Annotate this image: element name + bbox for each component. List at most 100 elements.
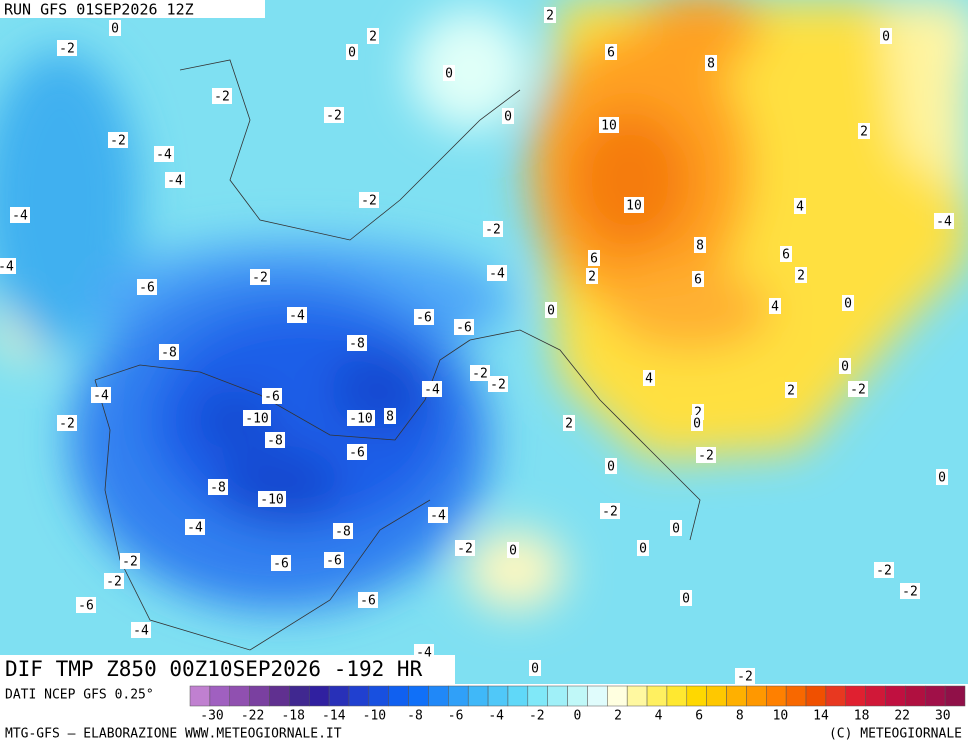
label-box <box>243 410 271 426</box>
legend-tick-label: -4 <box>488 709 504 724</box>
contour-label: -8 <box>210 481 226 496</box>
label-box <box>414 309 434 325</box>
legend-swatch <box>388 685 409 707</box>
label-box <box>544 7 556 23</box>
contour-label: -4 <box>133 624 149 639</box>
contour-label: 2 <box>565 417 573 432</box>
label-box <box>545 302 557 318</box>
contour-label: -2 <box>326 109 342 124</box>
contour-label: -2 <box>361 194 377 209</box>
contour-label: -6 <box>349 446 365 461</box>
footer-left: MTG-GFS — ELABORAZIONE WWW.METEOGIORNALE… <box>5 727 342 742</box>
label-box <box>605 44 617 60</box>
contour-label: -4 <box>289 309 305 324</box>
run-label: RUN GFS 01SEP2026 12Z <box>4 1 194 19</box>
label-box <box>271 555 291 571</box>
label-box <box>769 298 781 314</box>
contour-label: -6 <box>416 311 432 326</box>
legend-swatch <box>666 685 688 707</box>
legend-tick-label: -30 <box>200 709 223 724</box>
contour-label: -8 <box>267 434 283 449</box>
label-box <box>842 295 854 311</box>
legend-swatch <box>289 685 310 707</box>
contour-label: -4 <box>12 209 28 224</box>
contour-label: 0 <box>111 22 119 37</box>
contour-label: -6 <box>139 281 155 296</box>
contour-label: -2 <box>902 585 918 600</box>
footer-right: (C) METEOGIORNALE <box>829 727 962 742</box>
contour-label: -4 <box>187 521 203 536</box>
label-box <box>488 376 508 392</box>
contour-label: 0 <box>504 110 512 125</box>
contour-label: 4 <box>771 300 779 315</box>
label-box <box>795 267 807 283</box>
label-box <box>165 172 185 188</box>
label-box <box>422 381 442 397</box>
label-box <box>104 573 124 589</box>
contour-label: -6 <box>456 321 472 336</box>
legend-swatch <box>925 685 946 707</box>
label-box <box>934 213 954 229</box>
contour-label: 0 <box>639 542 647 557</box>
contour-label: 6 <box>590 252 598 267</box>
contour-label: 0 <box>607 460 615 475</box>
legend-swatch <box>487 685 509 707</box>
label-box <box>262 388 282 404</box>
label-box <box>367 28 379 44</box>
legend-swatch <box>885 685 906 707</box>
contour-label: -8 <box>335 525 351 540</box>
title-box <box>0 655 455 684</box>
legend-swatch <box>189 685 211 707</box>
contour-label: -10 <box>349 412 372 427</box>
map-title: DIF TMP Z850 00Z10SEP2026 -192 HR <box>5 657 423 681</box>
legend-swatch <box>746 685 767 707</box>
contour-label: -2 <box>59 417 75 432</box>
contour-label: 0 <box>682 592 690 607</box>
legend-tick-label: 10 <box>773 709 789 724</box>
label-box <box>91 387 111 403</box>
contour-label: -4 <box>93 389 109 404</box>
contour-label: -6 <box>326 554 342 569</box>
contour-label: -2 <box>252 271 268 286</box>
legend-swatch <box>448 685 469 707</box>
label-box <box>414 644 434 660</box>
legend-swatch <box>249 685 270 707</box>
label-box <box>443 65 455 81</box>
legend-swatch <box>547 685 568 707</box>
contour-label: -8 <box>161 346 177 361</box>
label-box <box>794 198 806 214</box>
label-box <box>735 668 755 684</box>
contour-label: -6 <box>273 557 289 572</box>
contour-label: -2 <box>490 378 506 393</box>
label-box <box>780 246 792 262</box>
legend-tick-label: 8 <box>736 709 744 724</box>
label-box <box>347 335 367 351</box>
label-box <box>696 447 716 463</box>
contour-label: 2 <box>588 270 596 285</box>
contour-label: -4 <box>430 509 446 524</box>
contour-label: 10 <box>601 119 617 134</box>
legend-swatch <box>587 685 608 707</box>
legend-tick-label: -14 <box>322 709 346 724</box>
contour-label: -2 <box>110 134 126 149</box>
contour-label: 2 <box>797 269 805 284</box>
legend-tick-label: 30 <box>935 709 951 724</box>
contour-label: 8 <box>386 410 394 425</box>
legend-tick-label: 14 <box>813 709 829 724</box>
label-box <box>483 221 503 237</box>
legend-swatch <box>706 685 727 707</box>
legend-swatch <box>368 685 389 707</box>
legend-swatch <box>865 685 886 707</box>
contour-label: 2 <box>694 406 702 421</box>
legend-swatch <box>269 685 290 707</box>
contour-label: 0 <box>509 544 517 559</box>
label-box <box>57 40 77 56</box>
legend-swatch <box>626 685 648 707</box>
legend-tick-label: -6 <box>448 709 464 724</box>
legend-swatch <box>905 685 926 707</box>
label-box <box>120 553 140 569</box>
label-box <box>529 660 541 676</box>
contour-label: 0 <box>547 304 555 319</box>
label-box <box>454 319 474 335</box>
label-box <box>507 542 519 558</box>
